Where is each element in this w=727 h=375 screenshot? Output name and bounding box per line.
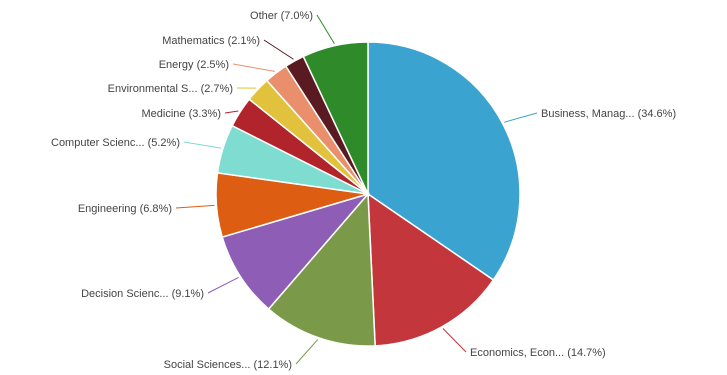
slice-label: Computer Scienc... (5.2%) — [51, 137, 180, 149]
leader-line — [295, 339, 319, 365]
leader-line — [504, 112, 538, 123]
leader-line — [224, 110, 239, 114]
slice-label: Engineering (6.8%) — [78, 203, 172, 215]
leader-line — [263, 39, 294, 60]
leader-line — [232, 63, 275, 72]
pie-slice[interactable] — [302, 41, 369, 195]
pie-slices — [215, 41, 521, 347]
leader-line — [207, 277, 239, 294]
slice-label: Social Sciences... (12.1%) — [164, 359, 292, 371]
pie-slice[interactable] — [221, 192, 371, 311]
leader-line — [183, 141, 222, 149]
pie-slice[interactable] — [367, 192, 495, 347]
slice-label: Other (7.0%) — [250, 10, 313, 22]
slice-label: Business, Manag... (34.6%) — [541, 108, 676, 120]
slice-label: Economics, Econ... (14.7%) — [470, 347, 606, 359]
leader-line — [316, 14, 335, 44]
slice-label: Energy (2.5%) — [159, 59, 229, 71]
leader-line — [442, 328, 467, 353]
slice-label: Environmental S... (2.7%) — [108, 83, 233, 95]
leader-lines — [175, 14, 538, 365]
leader-line — [175, 204, 215, 209]
slice-label: Decision Scienc... (9.1%) — [81, 288, 204, 300]
slice-label: Mathematics (2.1%) — [162, 35, 260, 47]
pie-slice[interactable] — [367, 41, 521, 281]
slice-label: Medicine (3.3%) — [142, 108, 221, 120]
slice-labels: Business, Manag... (34.6%) Economics, Eco… — [51, 10, 676, 371]
pie-slice[interactable] — [267, 192, 376, 347]
